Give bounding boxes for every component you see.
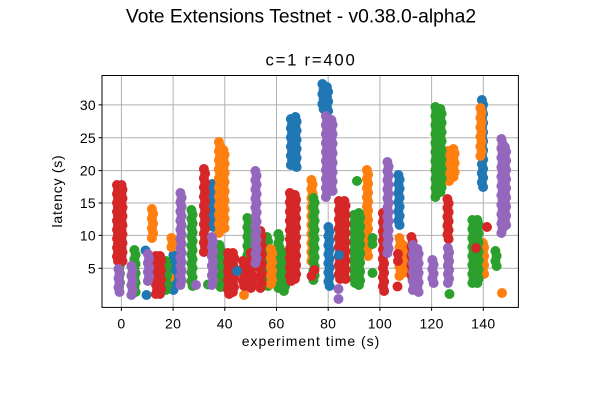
svg-text:20: 20	[165, 316, 181, 332]
svg-text:c=1 r=400: c=1 r=400	[266, 51, 357, 70]
svg-text:120: 120	[419, 316, 443, 332]
svg-text:140: 140	[471, 316, 495, 332]
svg-text:experiment time (s): experiment time (s)	[242, 333, 381, 349]
svg-text:5: 5	[88, 260, 96, 276]
svg-text:10: 10	[80, 227, 96, 243]
svg-text:30: 30	[80, 97, 96, 113]
svg-text:20: 20	[80, 163, 96, 179]
svg-text:latency (s): latency (s)	[49, 155, 65, 228]
svg-text:80: 80	[320, 316, 336, 332]
svg-text:100: 100	[368, 316, 392, 332]
svg-text:40: 40	[217, 316, 233, 332]
svg-text:25: 25	[80, 130, 96, 146]
svg-text:60: 60	[268, 316, 284, 332]
svg-text:0: 0	[117, 316, 125, 332]
svg-text:Vote Extensions Testnet - v0.3: Vote Extensions Testnet - v0.38.0-alpha2	[126, 7, 476, 28]
svg-text:15: 15	[80, 195, 96, 211]
